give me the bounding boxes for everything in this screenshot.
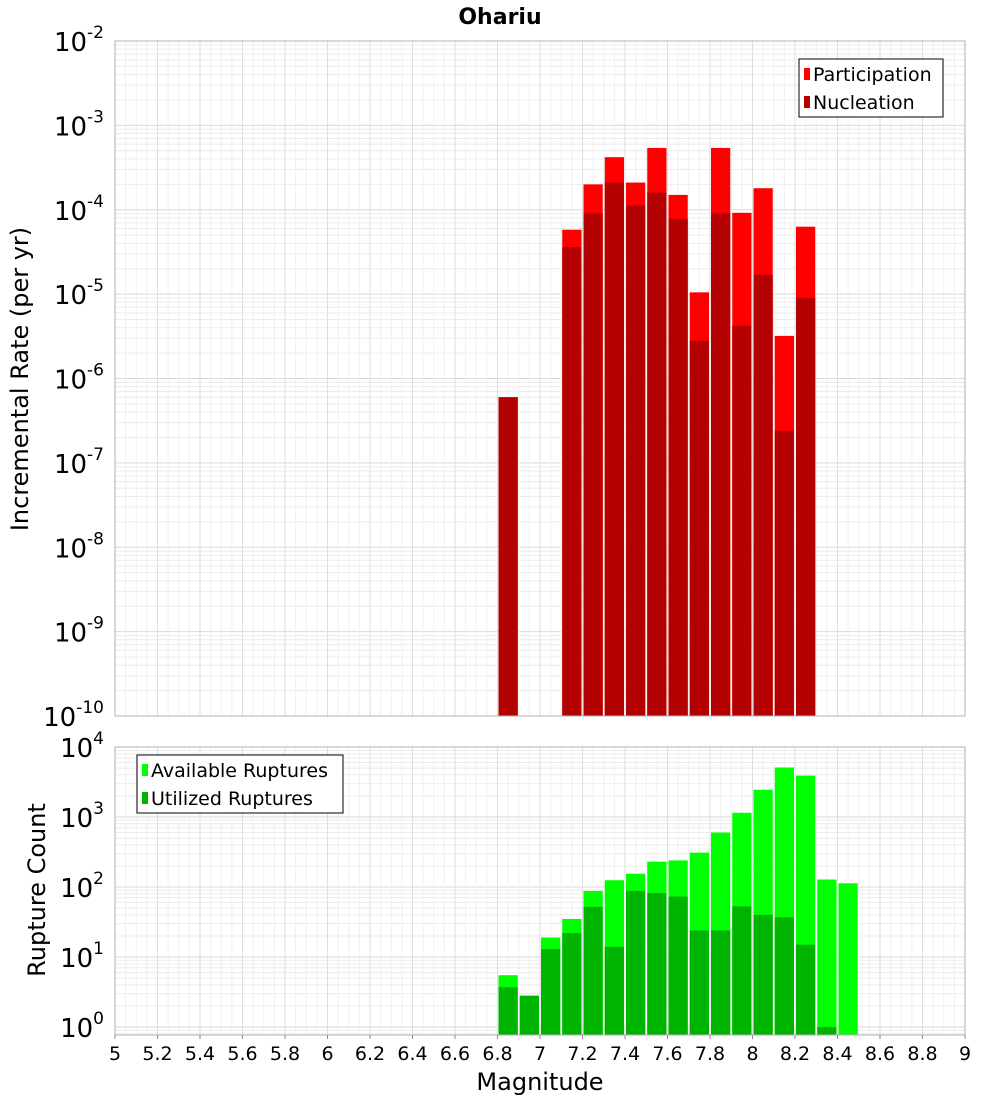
- x-tick-label: 5.8: [270, 1043, 300, 1065]
- y-tick-label: 10-8: [54, 529, 104, 564]
- y-tick-label: 103: [60, 799, 104, 834]
- y-tick-label: 101: [60, 939, 104, 974]
- bar-front: [711, 930, 731, 1035]
- bar-front: [541, 949, 561, 1035]
- x-tick-label: 5.6: [227, 1043, 257, 1065]
- bar-front: [753, 914, 773, 1035]
- y-tick-label: 102: [60, 869, 104, 904]
- legend-box: [136, 754, 344, 814]
- bar-front: [604, 182, 624, 716]
- legend-label: Utilized Ruptures: [151, 788, 313, 810]
- x-axis-label: Magnitude: [476, 1068, 603, 1096]
- bar-front: [498, 397, 518, 716]
- bar-front: [604, 946, 624, 1035]
- bar-front: [796, 297, 816, 716]
- y-tick-label: 10-4: [54, 192, 104, 227]
- x-tick-label: 8.6: [865, 1043, 895, 1065]
- bar-front: [562, 247, 582, 716]
- plot-panel-0: 10-10 10-9 10-8 10-7 10-6 10-5 10-4 10-3 10-2 Par…: [43, 23, 966, 733]
- bar-front: [753, 274, 773, 716]
- bar-front: [774, 430, 794, 716]
- x-tick-label: 9: [959, 1043, 971, 1065]
- legend-label: Available Ruptures: [151, 760, 328, 782]
- plots-layer: 10-10 10-9 10-8 10-7 10-6 10-5 10-4 10-3 10-2 Par…: [43, 23, 971, 1065]
- bar-front: [562, 933, 582, 1035]
- bar-front: [732, 325, 752, 716]
- legend-swatch: [804, 68, 810, 80]
- x-tick-label: 8.4: [822, 1043, 852, 1065]
- legend-swatch: [142, 764, 148, 776]
- bar-back: [838, 883, 858, 1035]
- bar-front: [647, 192, 667, 717]
- legend-box: [798, 58, 944, 118]
- x-tick-label: 7.4: [610, 1043, 640, 1065]
- x-tick-label: 8.2: [780, 1043, 810, 1065]
- x-tick-label: 6.2: [355, 1043, 385, 1065]
- bar-front: [647, 893, 667, 1035]
- bar-front: [711, 213, 731, 717]
- x-tick-label: 7.8: [695, 1043, 725, 1065]
- plot-frame: [114, 40, 966, 717]
- x-tick-label: 5.4: [185, 1043, 215, 1065]
- x-tick-label: 6: [321, 1043, 333, 1065]
- x-tick-label: 6.8: [482, 1043, 512, 1065]
- bar-front: [519, 995, 539, 1035]
- y-tick-label: 104: [60, 729, 104, 764]
- legend-label: Nucleation: [813, 92, 915, 114]
- x-tick-label: 7: [534, 1043, 546, 1065]
- x-tick-label: 7.2: [567, 1043, 597, 1065]
- y-tick-label: 10-6: [54, 361, 104, 396]
- y-tick-label: 10-10: [43, 698, 104, 733]
- legend-label: Participation: [813, 64, 932, 86]
- x-tick-label: 6.4: [397, 1043, 427, 1065]
- bar-front: [498, 987, 518, 1035]
- bar-front: [689, 340, 709, 716]
- bar-front: [626, 205, 646, 716]
- bar-front: [668, 896, 688, 1035]
- bar-front: [583, 906, 603, 1035]
- chart-title: Ohariu: [458, 5, 541, 30]
- bar-front: [732, 906, 752, 1035]
- bar-front: [774, 917, 794, 1035]
- bar-front: [689, 930, 709, 1035]
- bar-back: [817, 879, 837, 1035]
- bottom-y-axis-label: Rupture Count: [23, 803, 51, 977]
- bar-front: [583, 213, 603, 717]
- legend: Participation Nucleation: [798, 58, 944, 118]
- x-tick-label: 5: [109, 1043, 121, 1065]
- y-tick-label: 10-9: [54, 614, 104, 649]
- bar-front: [817, 1027, 837, 1035]
- y-tick-label: 10-3: [54, 107, 104, 142]
- bar-front: [626, 890, 646, 1035]
- y-tick-label: 10-5: [54, 276, 104, 311]
- x-tick-label: 8.8: [907, 1043, 937, 1065]
- x-tick-label: 6.6: [440, 1043, 470, 1065]
- bar-front: [668, 218, 688, 716]
- y-tick-label: 10-2: [54, 23, 104, 58]
- x-tick-label: 8: [746, 1043, 758, 1065]
- y-tick-label: 100: [60, 1009, 104, 1044]
- plot-panel-1: 100 101 102 103 104 5 5.2 5.4 5.6 5.8 6 6.2 6.4 6.6 6.…: [60, 729, 971, 1065]
- legend: Available Ruptures Utilized Ruptures: [136, 754, 344, 814]
- y-tick-label: 10-7: [54, 445, 104, 480]
- legend-swatch: [142, 792, 148, 804]
- legend-swatch: [804, 96, 810, 108]
- bar-front: [796, 944, 816, 1035]
- top-y-axis-label: Incremental Rate (per yr): [6, 227, 34, 531]
- x-tick-label: 7.6: [652, 1043, 682, 1065]
- x-tick-label: 5.2: [142, 1043, 172, 1065]
